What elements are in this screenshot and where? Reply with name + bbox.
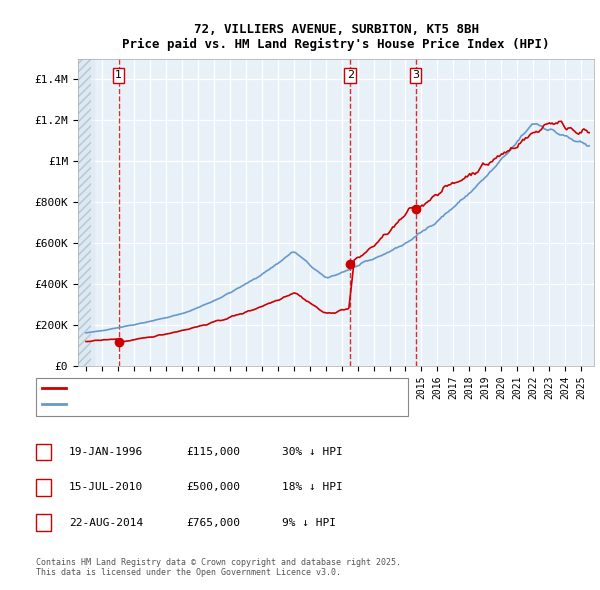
Text: 18% ↓ HPI: 18% ↓ HPI bbox=[282, 483, 343, 492]
Text: 9% ↓ HPI: 9% ↓ HPI bbox=[282, 518, 336, 527]
Text: 15-JUL-2010: 15-JUL-2010 bbox=[69, 483, 143, 492]
Title: 72, VILLIERS AVENUE, SURBITON, KT5 8BH
Price paid vs. HM Land Registry's House P: 72, VILLIERS AVENUE, SURBITON, KT5 8BH P… bbox=[122, 23, 550, 51]
Text: 30% ↓ HPI: 30% ↓ HPI bbox=[282, 447, 343, 457]
Text: £765,000: £765,000 bbox=[186, 518, 240, 527]
Text: £115,000: £115,000 bbox=[186, 447, 240, 457]
Text: 1: 1 bbox=[40, 447, 47, 457]
Text: £500,000: £500,000 bbox=[186, 483, 240, 492]
Text: 22-AUG-2014: 22-AUG-2014 bbox=[69, 518, 143, 527]
Text: 3: 3 bbox=[40, 518, 47, 527]
Text: 1: 1 bbox=[115, 70, 122, 80]
Text: 2: 2 bbox=[40, 483, 47, 492]
Text: 72, VILLIERS AVENUE, SURBITON, KT5 8BH (detached house): 72, VILLIERS AVENUE, SURBITON, KT5 8BH (… bbox=[72, 384, 395, 393]
Bar bbox=[78, 59, 91, 366]
Text: HPI: Average price, detached house, Kingston upon Thames: HPI: Average price, detached house, King… bbox=[72, 399, 401, 409]
Text: 19-JAN-1996: 19-JAN-1996 bbox=[69, 447, 143, 457]
Text: 3: 3 bbox=[412, 70, 419, 80]
Text: 2: 2 bbox=[347, 70, 354, 80]
Text: Contains HM Land Registry data © Crown copyright and database right 2025.
This d: Contains HM Land Registry data © Crown c… bbox=[36, 558, 401, 577]
